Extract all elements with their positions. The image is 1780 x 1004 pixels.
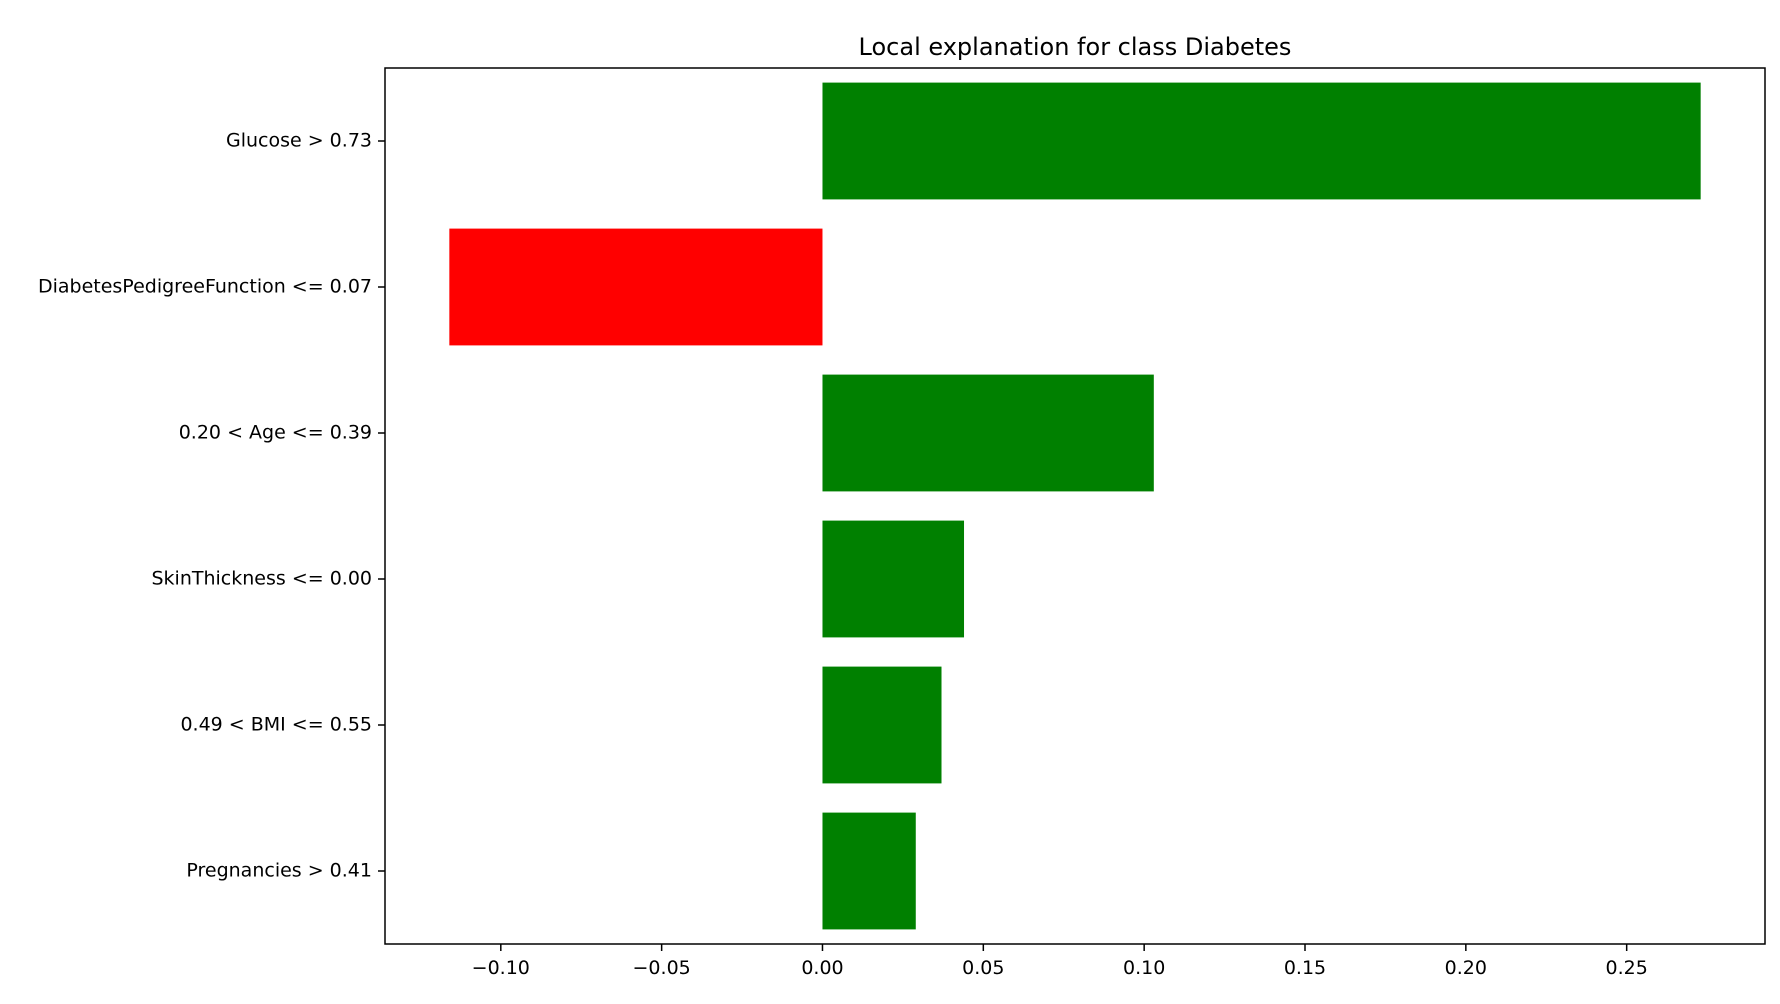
- x-tick-label-4: 0.10: [1123, 957, 1165, 979]
- bar-3: [822, 520, 965, 638]
- bars-group: [449, 82, 1701, 930]
- y-tick-label-0: Glucose > 0.73: [226, 130, 372, 152]
- y-tick-label-4: 0.49 < BMI <= 0.55: [180, 714, 372, 736]
- y-axis: Glucose > 0.73 DiabetesPedigreeFunction <…: [38, 130, 385, 882]
- x-tick-label-6: 0.20: [1445, 957, 1487, 979]
- x-tick-label-0: −0.10: [472, 957, 530, 979]
- x-tick-label-5: 0.15: [1284, 957, 1326, 979]
- y-tick-label-5: Pregnancies > 0.41: [186, 860, 372, 882]
- x-tick-label-2: 0.00: [801, 957, 843, 979]
- bar-0: [822, 82, 1701, 200]
- x-tick-label-7: 0.25: [1606, 957, 1648, 979]
- y-tick-label-3: SkinThickness <= 0.00: [151, 568, 372, 590]
- bar-4: [822, 666, 942, 784]
- x-tick-label-3: 0.05: [962, 957, 1004, 979]
- bar-1: [449, 228, 823, 346]
- y-tick-label-1: DiabetesPedigreeFunction <= 0.07: [38, 276, 372, 298]
- bar-2: [822, 374, 1154, 492]
- x-axis: −0.10 −0.05 0.00 0.05 0.10 0.15 0.20 0.25: [472, 944, 1648, 979]
- y-tick-label-2: 0.20 < Age <= 0.39: [179, 422, 372, 444]
- plot-frame: [384, 67, 1766, 945]
- bar-5: [822, 812, 916, 930]
- x-tick-label-1: −0.05: [633, 957, 691, 979]
- chart-title: Local explanation for class Diabetes: [859, 33, 1292, 61]
